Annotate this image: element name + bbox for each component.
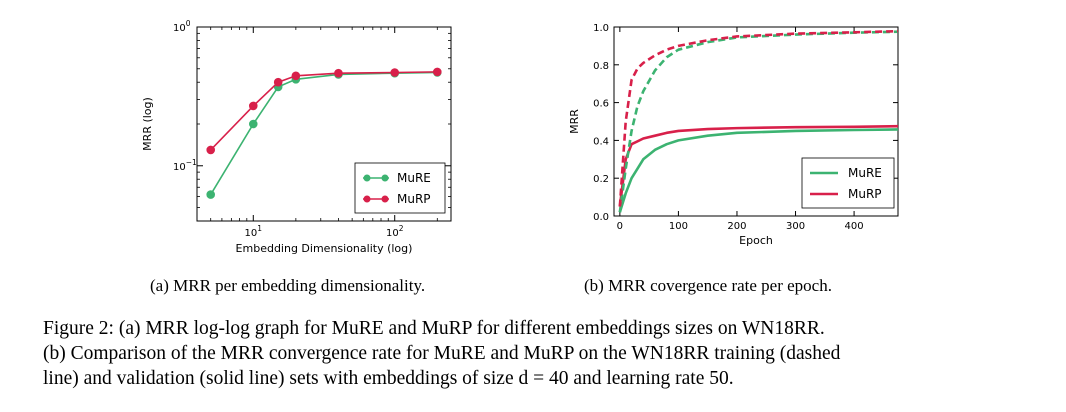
y-tick-label: 0.4 [593, 136, 609, 147]
data-point-murp [291, 71, 301, 81]
x-tick-label: 200 [727, 221, 746, 232]
x-axis-label: Epoch [739, 234, 773, 247]
y-axis-label: MRR [568, 109, 581, 134]
x-tick-label: 0 [617, 221, 623, 232]
figure-caption-line-2: (b) Comparison of the MRR convergence ra… [43, 343, 841, 364]
legend-label-murp: MuRP [397, 192, 431, 206]
legend-label-mure: MuRE [397, 171, 431, 185]
caption-a: (a) MRR per embedding dimensionality. [150, 276, 426, 295]
y-tick-label: 0.6 [593, 99, 609, 110]
y-tick-label: 0.2 [593, 174, 609, 185]
data-point-murp [273, 77, 283, 87]
legend-box [354, 162, 446, 214]
caption-b: (b) MRR covergence rate per epoch. [584, 276, 832, 295]
data-point-murp [206, 145, 216, 155]
x-axis-label: Embedding Dimensionality (log) [236, 242, 413, 255]
x-tick-label: 300 [786, 221, 805, 232]
x-tick-label: 102 [386, 224, 404, 239]
legend-marker [381, 195, 389, 203]
figure-caption: Figure 2: (a) MRR log-log graph for MuRE… [43, 316, 1053, 391]
legend-marker [381, 174, 389, 182]
figure-caption-line-1: Figure 2: (a) MRR log-log graph for MuRE… [43, 318, 825, 339]
data-point-murp [432, 67, 442, 77]
data-point-murp [334, 68, 343, 78]
data-point-murp [390, 68, 400, 77]
legend-box [801, 157, 895, 209]
y-tick-label: 0.8 [593, 61, 609, 72]
chart-b-mrr-convergence: 0 100 200 300 400 0.0 0.2 0.4 0.6 0.8 1.0 Epoch MRR M… [568, 23, 899, 247]
series-line-murp-solid [618, 124, 899, 207]
series-line-mure-dashed [618, 30, 899, 213]
figure-caption-line-3: line) and validation (solid line) sets w… [43, 368, 734, 389]
x-tick-label: 400 [845, 221, 864, 232]
x-tick-label: 101 [245, 224, 263, 239]
y-tick-label: 10−1 [173, 158, 197, 173]
x-tick-label: 100 [669, 221, 688, 232]
series-line-murp-dashed [618, 29, 899, 207]
series-line-mure-solid [618, 128, 899, 213]
legend-marker [363, 174, 371, 182]
chart-a-mrr-vs-dimensionality: 101 102 10−1 100 Embedding Dimensionality (l… [141, 19, 452, 255]
legend-label-murp: MuRP [848, 187, 882, 201]
y-tick-label: 1.0 [593, 23, 609, 34]
data-point-murp [248, 101, 258, 111]
y-tick-label: 100 [173, 19, 191, 34]
legend-label-mure: MuRE [848, 166, 882, 180]
data-point-mure [248, 119, 258, 129]
data-point-mure [206, 190, 216, 199]
y-axis-label: MRR (log) [141, 97, 154, 151]
legend-marker [363, 195, 371, 203]
y-tick-label: 0.0 [593, 212, 609, 223]
plot-frame [613, 26, 899, 217]
